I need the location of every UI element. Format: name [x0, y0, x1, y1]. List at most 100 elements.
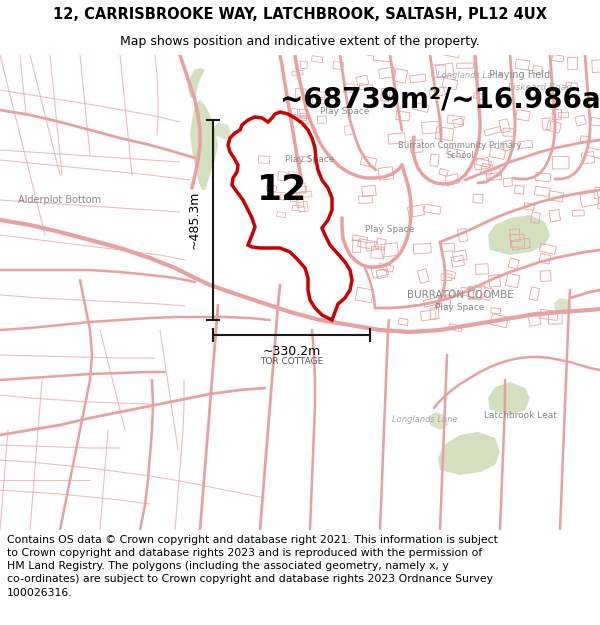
Bar — [430, 154, 439, 166]
Text: Map shows position and indicative extent of the property.: Map shows position and indicative extent… — [120, 35, 480, 48]
Bar — [439, 169, 448, 176]
Text: Alderplot Bottom: Alderplot Bottom — [19, 195, 101, 205]
Bar — [552, 109, 562, 120]
Bar — [352, 235, 368, 242]
Bar — [539, 243, 556, 254]
Text: School: School — [446, 151, 474, 161]
Bar — [379, 67, 395, 79]
Bar — [301, 61, 307, 69]
Bar — [592, 59, 600, 72]
Bar — [511, 238, 530, 250]
Bar — [445, 174, 459, 186]
Bar — [376, 269, 388, 279]
Bar — [424, 204, 441, 214]
Polygon shape — [438, 432, 500, 475]
Bar — [548, 311, 562, 324]
Bar — [407, 204, 425, 217]
Bar — [505, 273, 520, 288]
Bar — [452, 118, 463, 127]
Bar — [460, 287, 478, 298]
Text: Play Space: Play Space — [365, 226, 415, 234]
Bar — [467, 285, 486, 299]
Bar — [277, 212, 286, 218]
Bar — [499, 119, 510, 133]
Bar — [552, 54, 564, 62]
Bar — [412, 102, 429, 112]
Bar — [435, 127, 454, 141]
Bar — [524, 203, 535, 211]
Bar — [299, 115, 307, 121]
Bar — [443, 45, 460, 58]
Bar — [476, 158, 491, 168]
Bar — [503, 128, 514, 136]
Bar — [396, 111, 410, 121]
Text: Play Space: Play Space — [286, 156, 335, 164]
Bar — [365, 241, 379, 251]
Bar — [452, 250, 467, 262]
Text: Play Space: Play Space — [320, 107, 370, 116]
Bar — [575, 115, 586, 126]
Bar — [527, 312, 541, 326]
Bar — [360, 156, 377, 168]
Bar — [594, 187, 600, 200]
Bar — [491, 308, 500, 314]
Bar — [356, 75, 369, 86]
Bar — [502, 140, 513, 151]
Bar — [292, 70, 303, 76]
Bar — [510, 229, 520, 242]
Bar — [436, 63, 454, 78]
Bar — [424, 296, 441, 307]
Bar — [421, 310, 436, 321]
Bar — [446, 148, 464, 158]
Bar — [546, 121, 562, 133]
Text: Longlands Lane: Longlands Lane — [437, 71, 503, 79]
Bar — [485, 168, 502, 179]
Bar — [418, 269, 429, 283]
Polygon shape — [488, 382, 530, 415]
Bar — [371, 265, 389, 278]
Polygon shape — [188, 68, 205, 100]
Bar — [296, 156, 310, 162]
Bar — [292, 205, 305, 212]
Text: Longlands Lane: Longlands Lane — [392, 416, 458, 424]
Bar — [359, 84, 373, 91]
Bar — [442, 78, 458, 90]
Bar — [540, 309, 558, 321]
Bar — [488, 274, 500, 287]
Polygon shape — [488, 215, 550, 255]
Bar — [379, 263, 394, 272]
Bar — [388, 132, 406, 144]
Text: BURRATON COOMBE: BURRATON COOMBE — [407, 290, 514, 300]
Bar — [298, 109, 307, 118]
Text: TOR COTTAGE: TOR COTTAGE — [260, 357, 323, 366]
Bar — [458, 228, 468, 242]
Bar — [490, 314, 508, 328]
Bar — [290, 193, 298, 202]
Bar — [468, 286, 481, 299]
Bar — [355, 46, 373, 56]
Bar — [540, 271, 551, 281]
Bar — [529, 287, 539, 301]
Bar — [598, 198, 600, 210]
Bar — [378, 167, 394, 181]
Bar — [443, 289, 454, 297]
Bar — [266, 185, 277, 192]
Bar — [288, 172, 298, 179]
Bar — [559, 112, 569, 118]
Bar — [519, 141, 532, 148]
Bar — [362, 185, 376, 197]
Bar — [343, 84, 355, 92]
Bar — [291, 108, 299, 115]
Bar — [552, 157, 569, 169]
Polygon shape — [428, 412, 448, 430]
Bar — [373, 50, 391, 62]
Bar — [487, 173, 502, 181]
Bar — [431, 65, 446, 78]
Bar — [381, 242, 398, 257]
Bar — [295, 183, 305, 193]
Bar — [489, 147, 506, 159]
Bar — [473, 194, 483, 203]
Bar — [258, 156, 270, 164]
Bar — [474, 158, 490, 170]
Polygon shape — [190, 100, 218, 190]
